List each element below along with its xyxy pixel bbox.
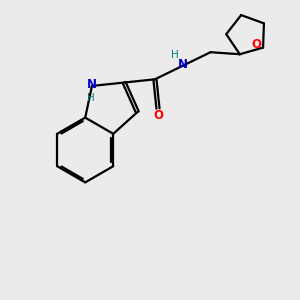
Text: O: O — [252, 38, 262, 51]
Text: O: O — [153, 110, 163, 122]
Text: N: N — [87, 78, 97, 91]
Text: H: H — [171, 50, 178, 60]
Text: H: H — [87, 93, 94, 103]
Text: N: N — [178, 58, 188, 71]
